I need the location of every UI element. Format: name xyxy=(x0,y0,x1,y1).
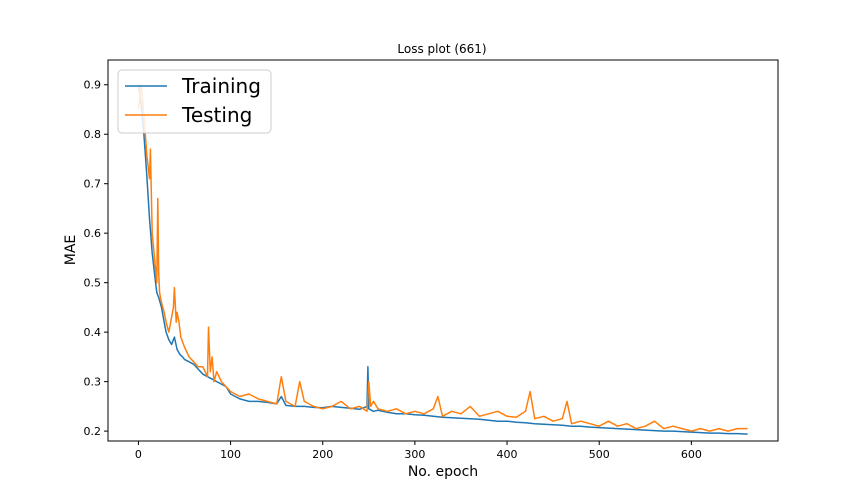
x-tick-label: 600 xyxy=(681,448,702,461)
axes-frame xyxy=(107,59,779,442)
x-tick-label: 400 xyxy=(497,448,518,461)
y-tick-label: 0.2 xyxy=(84,425,102,438)
legend-label-training: Training xyxy=(181,74,261,98)
legend-label-testing: Testing xyxy=(181,103,252,127)
x-tick-label: 100 xyxy=(220,448,241,461)
x-tick-label: 200 xyxy=(312,448,333,461)
series-line-testing xyxy=(137,83,748,432)
legend: Training Testing xyxy=(117,69,272,134)
plot-area xyxy=(137,83,748,435)
x-tick-label: 0 xyxy=(135,448,142,461)
y-tick-label: 0.4 xyxy=(84,326,102,339)
y-axis-label: MAE xyxy=(63,235,79,266)
x-axis-label: No. epoch xyxy=(408,464,478,480)
y-tick-label: 0.9 xyxy=(84,79,102,92)
x-axis: 0 100 200 300 400 500 600 xyxy=(135,441,702,461)
chart-title: Loss plot (661) xyxy=(397,42,486,56)
y-tick-label: 0.7 xyxy=(84,178,102,191)
y-tick-label: 0.3 xyxy=(84,376,102,389)
y-tick-label: 0.6 xyxy=(84,227,102,240)
y-tick-label: 0.8 xyxy=(84,128,102,141)
x-tick-label: 300 xyxy=(404,448,425,461)
y-tick-label: 0.5 xyxy=(84,277,102,290)
x-tick-label: 500 xyxy=(589,448,610,461)
y-axis: 0.2 0.3 0.4 0.5 0.6 0.7 0.8 0.9 xyxy=(84,79,108,438)
